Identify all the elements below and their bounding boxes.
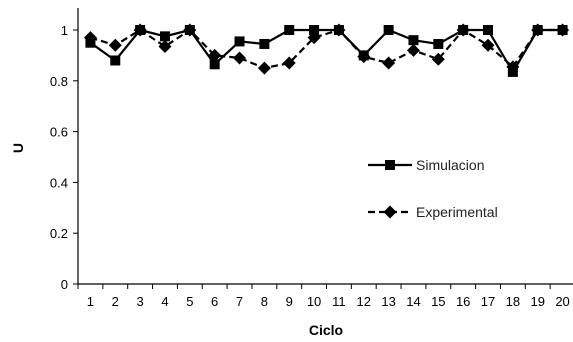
x-tick-label: 12 [357,294,371,309]
x-tick-label: 11 [332,294,346,309]
x-tick-label: 15 [431,294,445,309]
x-axis-title: Ciclo [309,322,343,338]
data-point-diamond [406,43,420,57]
x-tick-label: 17 [481,294,495,309]
x-tick-label: 20 [555,294,569,309]
y-tick-label: 0.8 [50,74,68,89]
y-axis-title: U [10,143,26,153]
data-point-diamond [257,61,271,75]
y-tick-label: 0.2 [50,226,68,241]
data-point-diamond [332,23,346,37]
x-tick-label: 13 [381,294,395,309]
x-tick-label: 3 [137,294,144,309]
data-point-diamond [456,23,470,37]
data-point-square [259,38,270,49]
data-point-diamond [208,48,222,62]
y-axis: 0 0.2 0.4 0.6 0.8 1 [50,8,79,292]
x-tick-label: 2 [112,294,119,309]
x-tick-label: 8 [261,294,268,309]
y-tick-label: 0.6 [50,125,68,140]
x-tick-label: 16 [456,294,470,309]
data-point-diamond [282,56,296,70]
data-point-diamond [357,50,371,64]
data-point-diamond [481,38,495,52]
data-point-square [209,59,220,70]
y-tick-label: 1 [61,23,68,38]
data-point-square [234,36,245,47]
data-point-square [408,35,419,46]
data-point-diamond [382,56,396,70]
y-tick-label: 0.4 [50,175,68,190]
data-point-diamond [83,31,97,45]
legend: Simulacion Experimental [368,157,498,220]
x-tick-label: 4 [161,294,168,309]
data-point-square [383,25,394,35]
x-tick-label: 6 [211,294,218,309]
y-tick-label: 0 [61,277,68,292]
x-tick-label: 18 [506,294,520,309]
x-tick-label: 7 [236,294,243,309]
x-tick-label: 19 [530,294,544,309]
x-axis: 1 2 3 4 5 6 7 8 9 10 11 12 13 14 15 16 17 18 19 20 [77,283,573,309]
data-point-diamond [108,38,122,52]
data-point-diamond [183,23,197,37]
data-point-diamond [506,60,520,74]
data-point-square [309,25,320,35]
data-point-diamond [431,52,445,66]
legend-marker-diamond [383,205,397,219]
data-point-diamond [233,51,247,65]
x-tick-label: 5 [186,294,193,309]
data-point-diamond [133,23,147,37]
legend-marker-square [385,160,395,170]
x-tick-label: 10 [307,294,321,309]
data-point-diamond [556,23,570,37]
x-tick-label: 1 [87,294,94,309]
x-tick-label: 14 [406,294,420,309]
series-area [83,23,570,77]
x-tick-label: 9 [286,294,293,309]
data-point-square [284,25,295,35]
series-line-1 [90,28,563,70]
data-point-square [433,38,444,49]
data-point-square [483,25,494,35]
data-point-diamond [158,40,172,54]
legend-label: Experimental [416,204,498,220]
data-point-square [159,31,170,42]
data-point-square [110,55,121,66]
data-point-diamond [307,31,321,45]
legend-label: Simulacion [416,157,484,173]
data-point-diamond [531,23,545,37]
